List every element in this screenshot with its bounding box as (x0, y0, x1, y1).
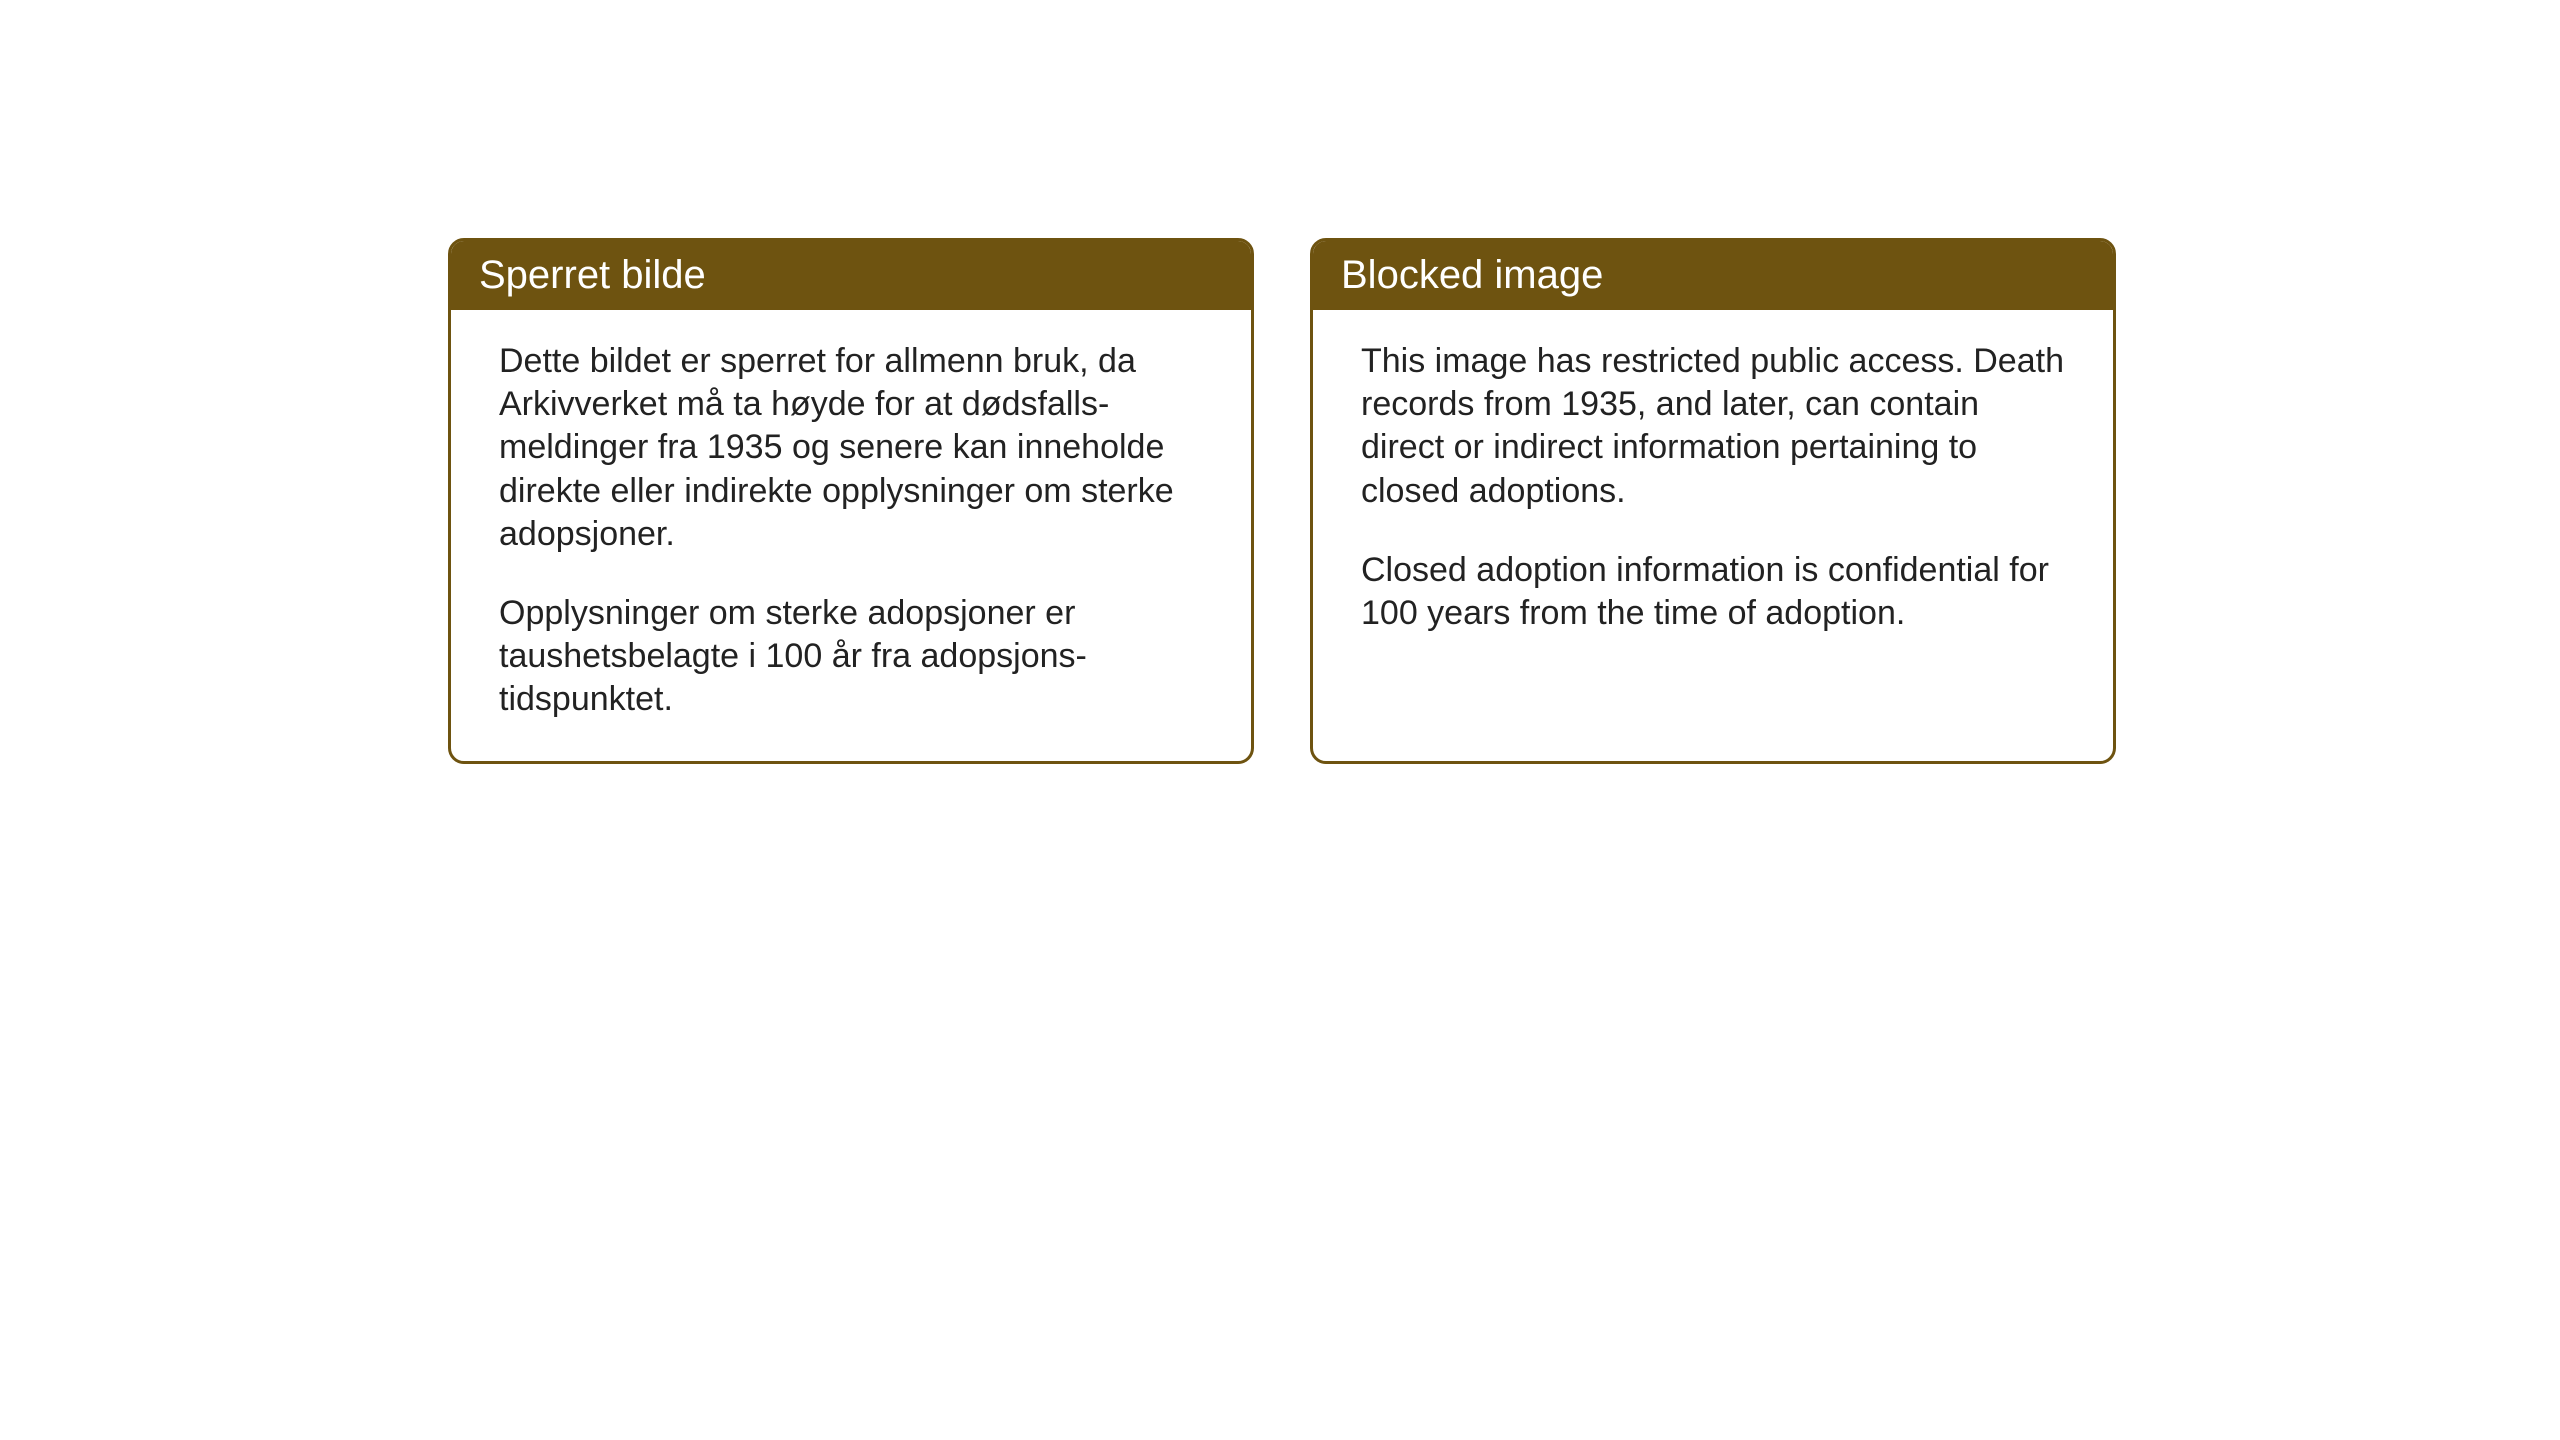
norwegian-card-body: Dette bildet er sperret for allmenn bruk… (451, 310, 1251, 761)
english-card-body: This image has restricted public access.… (1313, 310, 2113, 675)
norwegian-card: Sperret bilde Dette bildet er sperret fo… (448, 238, 1254, 764)
cards-container: Sperret bilde Dette bildet er sperret fo… (448, 238, 2116, 764)
norwegian-paragraph-1: Dette bildet er sperret for allmenn bruk… (499, 340, 1203, 556)
norwegian-paragraph-2: Opplysninger om sterke adopsjoner er tau… (499, 592, 1203, 722)
norwegian-card-header: Sperret bilde (451, 241, 1251, 310)
english-card: Blocked image This image has restricted … (1310, 238, 2116, 764)
english-paragraph-2: Closed adoption information is confident… (1361, 549, 2065, 635)
english-paragraph-1: This image has restricted public access.… (1361, 340, 2065, 513)
english-card-header: Blocked image (1313, 241, 2113, 310)
